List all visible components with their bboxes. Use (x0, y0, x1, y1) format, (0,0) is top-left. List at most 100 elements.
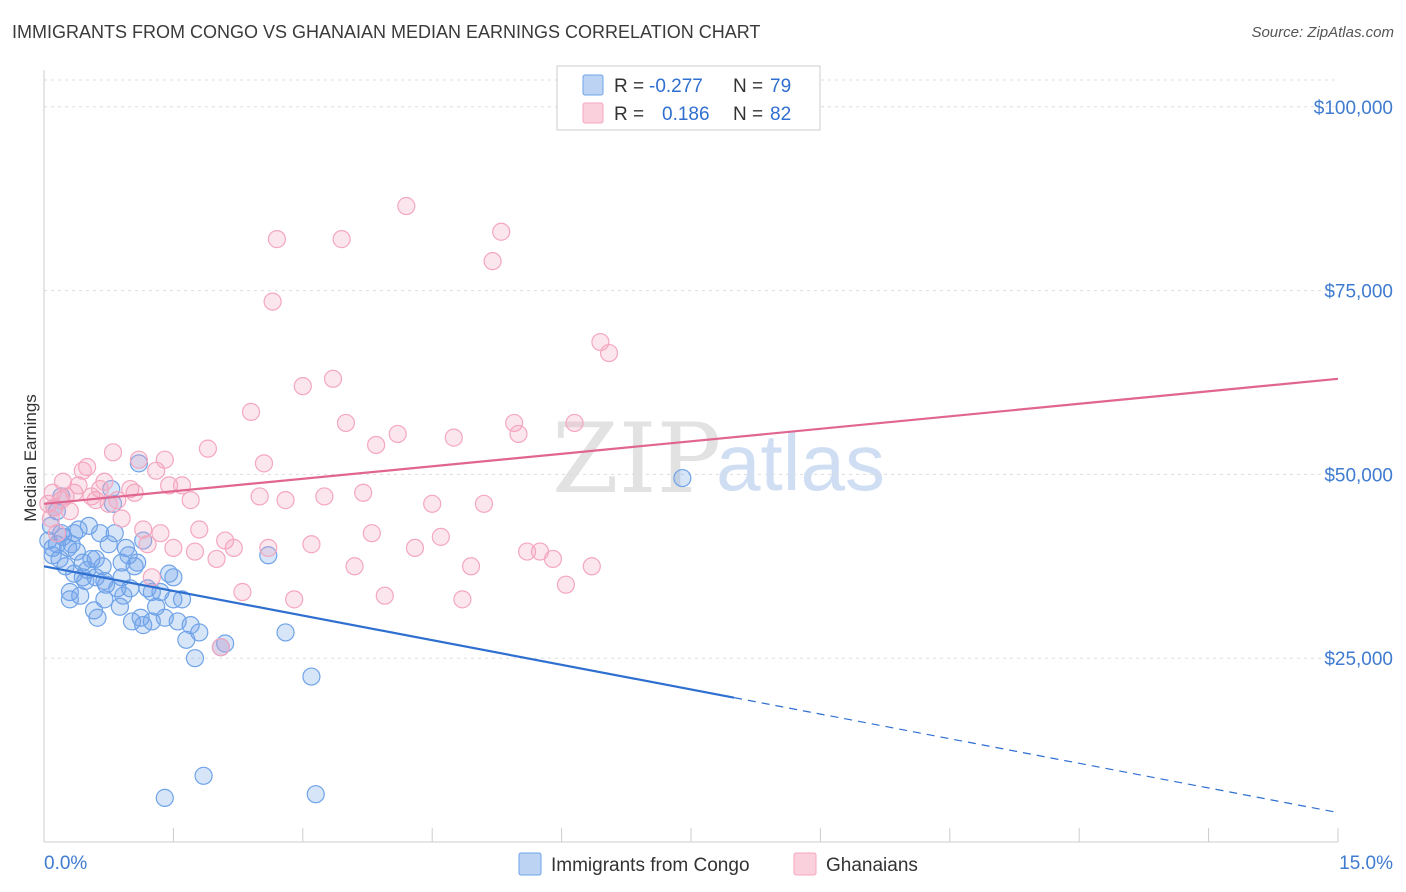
data-point (194, 766, 213, 785)
data-point (375, 586, 394, 605)
data-point (65, 524, 84, 543)
data-point (164, 568, 183, 587)
data-point (276, 623, 295, 642)
data-point (543, 549, 563, 569)
data-point (43, 538, 62, 558)
data-point (95, 590, 114, 609)
data-point (332, 230, 351, 249)
data-point (82, 549, 101, 569)
data-points (39, 196, 692, 807)
data-point (509, 424, 528, 444)
data-point (474, 494, 494, 513)
data-point (112, 509, 131, 528)
data-point (315, 487, 334, 506)
data-point (181, 491, 200, 510)
data-point (99, 535, 118, 554)
data-point (483, 252, 502, 271)
data-point (397, 196, 416, 216)
data-point (267, 230, 287, 249)
trend-lines (43, 377, 1339, 814)
data-point (354, 483, 373, 502)
data-point (60, 582, 79, 602)
data-point (306, 785, 325, 804)
series-swatch-ghanaians (793, 852, 817, 876)
x-tick-label-min: 0.0% (44, 853, 87, 874)
trend-line-dashed (734, 697, 1339, 814)
legend-n-value-congo: 79 (770, 76, 791, 97)
data-point (128, 553, 147, 572)
legend-n-value-ghanaians: 82 (770, 104, 791, 125)
data-point (114, 586, 133, 605)
tick-labels: $25,000 $50,000 $75,000 $100,000 0.0% 15.0% (44, 98, 1393, 874)
data-point (582, 557, 601, 576)
data-point (211, 638, 230, 657)
data-point (60, 590, 79, 609)
correlation-legend: R = -0.277 N = 79 R = 0.186 N = 82 (556, 65, 821, 131)
data-point (250, 487, 269, 506)
data-point (276, 491, 295, 510)
data-point (155, 788, 174, 807)
axes (43, 70, 1339, 843)
legend-swatch-congo (582, 74, 604, 96)
data-point (673, 468, 692, 488)
data-point (129, 450, 148, 469)
data-point (285, 590, 304, 609)
y-tick-label: $50,000 (1324, 465, 1393, 486)
data-point (88, 608, 107, 627)
series-name-ghanaians: Ghanaians (826, 855, 918, 876)
data-point (453, 590, 472, 609)
chart-source: Source: ZipAtlas.com (1251, 24, 1394, 41)
data-point (155, 450, 174, 469)
legend-n-label-ghanaians: N = (733, 104, 763, 125)
data-point (112, 553, 131, 572)
trend-line-solid (43, 377, 1339, 505)
data-point (323, 369, 343, 388)
data-point (302, 667, 321, 686)
data-point (138, 535, 157, 554)
data-point (103, 443, 123, 462)
legend-n-label-congo: N = (733, 76, 763, 97)
data-point (142, 568, 161, 587)
data-point (461, 557, 481, 576)
chart-title: IMMIGRANTS FROM CONGO VS GHANAIAN MEDIAN… (12, 22, 761, 42)
data-point (125, 483, 144, 502)
data-point (95, 472, 114, 491)
data-point (259, 538, 278, 558)
data-point (388, 424, 407, 444)
data-point (405, 538, 425, 558)
legend-r-label-ghanaians: R = (614, 104, 644, 125)
data-point (159, 476, 179, 495)
data-point (190, 623, 209, 642)
data-point (73, 568, 92, 587)
data-point (95, 571, 114, 591)
data-point (336, 413, 356, 433)
data-point (367, 435, 386, 455)
watermark-atlas: atlas (716, 418, 885, 507)
data-point (565, 413, 584, 433)
legend-r-value-ghanaians: 0.186 (662, 104, 710, 125)
data-point (185, 649, 205, 668)
data-point (599, 343, 619, 363)
data-point (444, 428, 463, 447)
data-point (259, 546, 278, 565)
data-point (164, 590, 183, 609)
data-point (110, 597, 130, 616)
data-point (47, 524, 67, 543)
data-point (345, 557, 364, 576)
data-point (556, 575, 576, 594)
data-point (67, 542, 86, 561)
series-name-congo: Immigrants from Congo (551, 855, 750, 876)
data-point (302, 535, 321, 554)
data-point (492, 222, 511, 241)
legend-r-label-congo: R = (614, 76, 644, 97)
data-point (131, 608, 150, 627)
data-point (198, 439, 218, 458)
series-swatch-congo (518, 852, 542, 876)
data-point (164, 538, 183, 558)
data-point (69, 476, 88, 495)
y-tick-label: $25,000 (1324, 649, 1393, 670)
series-legend: Immigrants from Congo Ghanaians (518, 852, 918, 876)
data-point (233, 582, 252, 602)
data-point (134, 520, 153, 539)
legend-swatch-ghanaians (582, 102, 604, 124)
